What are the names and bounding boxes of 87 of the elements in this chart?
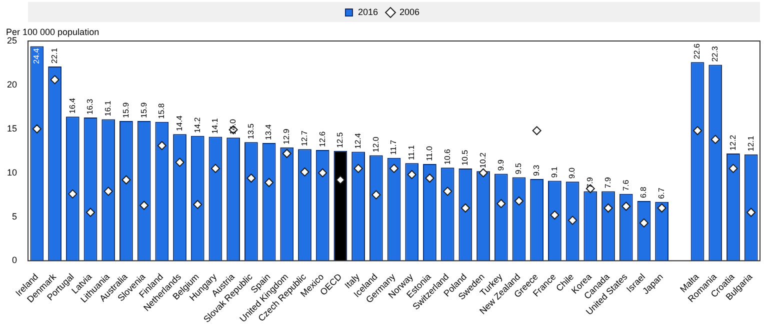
point	[122, 175, 131, 184]
point	[407, 170, 416, 180]
point	[568, 216, 578, 225]
data-label: 12.4	[354, 132, 362, 149]
point	[50, 75, 60, 84]
point	[210, 164, 220, 173]
point	[140, 200, 149, 210]
data-label: 13.4	[264, 124, 274, 140]
data-label: 12.1	[746, 135, 756, 152]
point	[372, 190, 381, 200]
data-label: 6.8	[639, 186, 648, 198]
legend-label: 2006	[400, 6, 420, 17]
point	[282, 149, 292, 158]
point	[710, 134, 720, 144]
data-label: 12.9	[282, 128, 292, 144]
data-label: 12.0	[371, 136, 380, 152]
point	[657, 203, 666, 212]
data-label: 9.9	[496, 159, 506, 171]
point	[622, 202, 631, 211]
y-tick-label: 10	[6, 167, 18, 178]
data-label: 16.4	[68, 97, 77, 114]
data-label: 10.2	[478, 152, 488, 168]
data-label: 11.1	[407, 144, 416, 160]
point	[32, 124, 42, 134]
data-label: 7.9	[586, 176, 595, 188]
point	[354, 164, 363, 173]
data-label: 13.5	[246, 122, 256, 140]
legend-label: 2016	[358, 6, 378, 17]
point	[390, 164, 399, 173]
data-label: 22.1	[50, 47, 59, 64]
point	[300, 167, 310, 176]
point	[443, 186, 452, 196]
data-label: 14.1	[210, 118, 220, 134]
data-label: 12.5	[336, 132, 345, 148]
data-label: 14.0	[228, 118, 238, 135]
point	[264, 178, 274, 188]
data-label: 14.4	[174, 115, 184, 132]
y-tick-label: 15	[6, 123, 18, 134]
data-label: 9.0	[568, 166, 577, 179]
y-axis-title: Per 100 000 population	[6, 26, 100, 37]
data-label: 7.9	[603, 176, 612, 188]
data-label: 15.8	[157, 102, 166, 119]
data-label: 15.9	[139, 102, 148, 118]
y-tick-label: 5	[12, 211, 18, 222]
point	[157, 141, 166, 150]
point	[104, 186, 113, 196]
data-label: 12.2	[728, 134, 738, 150]
point	[693, 126, 702, 136]
data-label: 9.3	[532, 164, 542, 176]
data-label: 16.3	[86, 98, 95, 114]
y-tick-label: 0	[12, 255, 18, 266]
point	[318, 168, 328, 178]
point	[425, 174, 434, 183]
point	[496, 199, 506, 208]
point	[550, 210, 560, 220]
data-label: 12.6	[318, 130, 327, 147]
data-label: 6.7	[657, 187, 666, 199]
point	[175, 158, 184, 167]
point	[460, 203, 470, 212]
point	[478, 168, 488, 178]
data-label: 12.7	[300, 130, 309, 146]
data-label: 16.1	[104, 100, 113, 116]
point	[336, 175, 345, 184]
data-label: 10.6	[442, 148, 452, 165]
point	[68, 189, 78, 198]
point	[639, 218, 648, 228]
point	[604, 203, 613, 212]
data-label: 22.6	[692, 42, 702, 60]
data-label: 10.5	[460, 149, 470, 166]
y-tick-label: 20	[6, 79, 18, 90]
point	[246, 174, 256, 183]
point	[193, 200, 202, 209]
data-label: 11.7	[389, 139, 398, 155]
data-label: 9.5	[514, 162, 524, 174]
point	[728, 164, 738, 173]
data-label: 15.9	[121, 102, 130, 118]
data-label: 9.1	[550, 166, 559, 178]
point	[514, 196, 524, 206]
data-label: 22.3	[710, 46, 720, 62]
data-label: 24.4	[32, 48, 42, 64]
data-label: 11.0	[424, 146, 434, 162]
point	[532, 126, 542, 136]
y-tick-label: 25	[6, 35, 18, 46]
point	[86, 208, 95, 217]
point	[746, 208, 756, 217]
data-label: 14.2	[192, 116, 202, 133]
data-label: 7.6	[621, 179, 630, 191]
